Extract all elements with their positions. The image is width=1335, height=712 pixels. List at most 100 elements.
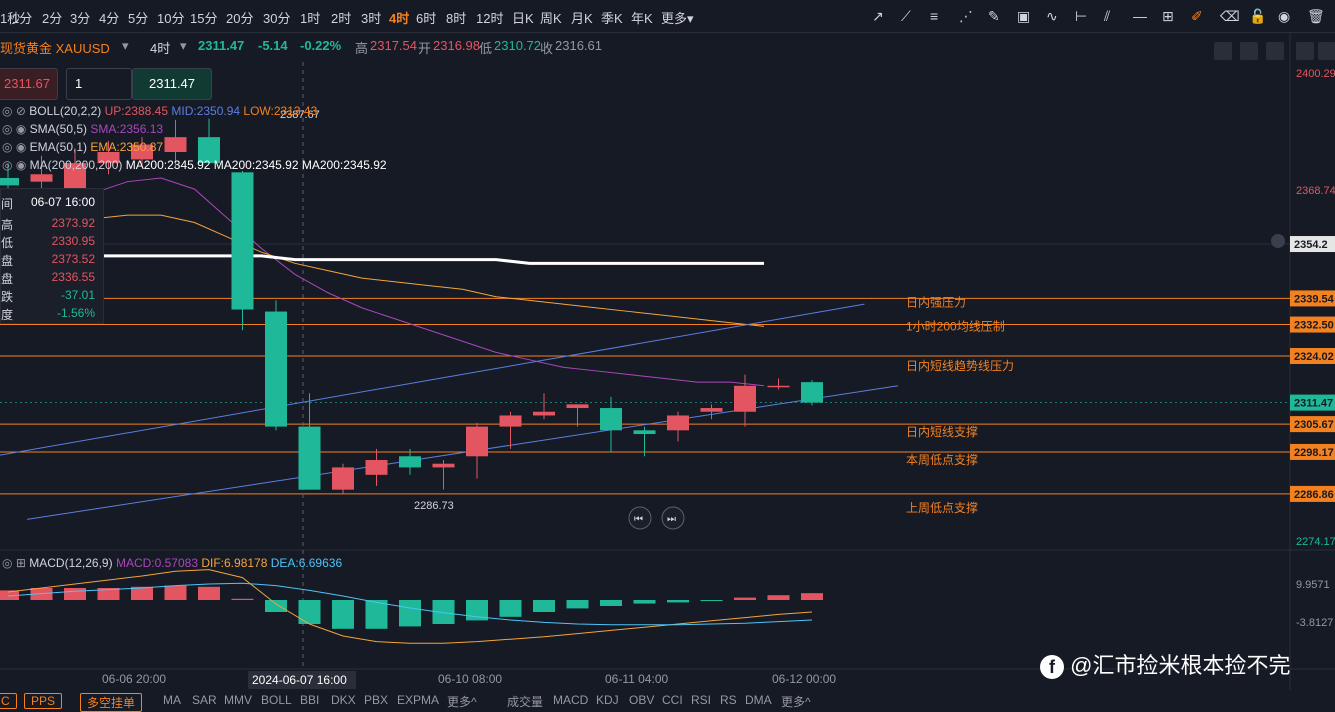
candle-body[interactable]: [432, 463, 455, 468]
candle-body[interactable]: [97, 152, 120, 164]
timeframe-2[interactable]: 2分: [42, 11, 63, 26]
timeframe-6[interactable]: 10分: [157, 11, 185, 26]
trendline-0[interactable]: [0, 303, 865, 456]
replay-forward-button[interactable]: [661, 506, 685, 530]
indicator-item-8[interactable]: 更多^: [447, 695, 477, 709]
indicator-item-16[interactable]: DMA: [745, 693, 772, 707]
sma-legend[interactable]: ◎ ◉ SMA(50,5) SMA:2356.13: [2, 122, 163, 136]
indicator-item-15[interactable]: RS: [720, 693, 737, 707]
trend-line-icon[interactable]: ↗: [872, 8, 884, 24]
drawing-icon[interactable]: [1240, 42, 1258, 60]
sell-price-button[interactable]: 2311.67: [0, 68, 58, 100]
timeframe-15[interactable]: 8时: [446, 11, 467, 26]
quantity-input[interactable]: 1: [66, 68, 132, 100]
timeframe-12[interactable]: 3时: [361, 11, 382, 26]
candle-body[interactable]: [198, 137, 220, 164]
timeframe-1[interactable]: 1分: [12, 11, 33, 26]
symbol-dropdown-icon[interactable]: ▾: [122, 38, 129, 53]
settings-icon[interactable]: [1214, 42, 1232, 60]
lock-icon[interactable]: 🔓: [1249, 8, 1267, 24]
candle-body[interactable]: [667, 415, 689, 431]
indicator-item-5[interactable]: DKX: [331, 693, 356, 707]
candle-body[interactable]: [700, 408, 723, 412]
plot-area[interactable]: [0, 62, 1290, 548]
timeframe-3[interactable]: 3分: [70, 11, 91, 26]
wave-icon[interactable]: ∿: [1046, 8, 1058, 24]
indicator-item-2[interactable]: MMV: [224, 693, 252, 707]
alert-bell-icon[interactable]: [1271, 234, 1285, 248]
eye-icon[interactable]: ◎: [2, 104, 13, 118]
hline-icon[interactable]: ⊢: [1075, 8, 1088, 24]
edit-icon[interactable]: ✐: [1191, 8, 1203, 24]
candle-body[interactable]: [734, 385, 756, 412]
settings-icon[interactable]: ◎: [2, 122, 13, 136]
timeframe-21[interactable]: 年K: [631, 11, 653, 26]
interval-select[interactable]: 4时: [150, 41, 171, 56]
timeframe-0[interactable]: 1秒: [0, 11, 21, 26]
indicator-item-3[interactable]: BOLL: [261, 693, 292, 707]
timeframe-10[interactable]: 1时: [300, 11, 321, 26]
candle-body[interactable]: [801, 382, 823, 403]
close-icon[interactable]: [1318, 42, 1335, 60]
candle-body[interactable]: [231, 172, 254, 310]
candle-body[interactable]: [0, 177, 19, 186]
timeframe-13[interactable]: 4时: [389, 11, 410, 26]
indicator-item-9[interactable]: 成交量: [507, 695, 544, 709]
bottom-tag-0[interactable]: C: [0, 693, 17, 709]
grid-icon[interactable]: ⊞: [1162, 8, 1174, 24]
trendline-1[interactable]: [26, 385, 899, 520]
indicator-item-1[interactable]: SAR: [192, 693, 217, 707]
candle-body[interactable]: [131, 144, 153, 160]
candle-body[interactable]: [767, 385, 790, 388]
indicator-item-12[interactable]: OBV: [629, 693, 655, 707]
boll-legend[interactable]: ◎ ⊘ BOLL(20,2,2) UP:2388.45 MID:2350.94 …: [2, 104, 317, 118]
segment-icon[interactable]: —: [1133, 8, 1147, 24]
candle-body[interactable]: [633, 430, 656, 435]
eye-icon[interactable]: ◉: [15, 158, 27, 172]
timeframe-22[interactable]: 更多▾: [661, 11, 694, 26]
timeframe-5[interactable]: 5分: [128, 11, 149, 26]
timeframe-17[interactable]: 日K: [512, 11, 534, 26]
settings-icon[interactable]: ◎: [2, 556, 13, 570]
timeframe-20[interactable]: 季K: [601, 11, 623, 26]
expand-icon[interactable]: [1296, 42, 1314, 60]
candle-body[interactable]: [164, 137, 187, 153]
indicator-item-14[interactable]: RSI: [691, 693, 712, 707]
interval-dropdown-icon[interactable]: ▾: [180, 38, 187, 53]
compare-icon[interactable]: [1266, 42, 1284, 60]
timeframe-11[interactable]: 2时: [331, 11, 352, 26]
ray-icon[interactable]: ⟋: [901, 8, 911, 24]
timeframe-14[interactable]: 6时: [416, 11, 437, 26]
indicator-item-10[interactable]: MACD: [553, 693, 589, 707]
candle-body[interactable]: [566, 404, 589, 409]
candle-body[interactable]: [466, 426, 488, 457]
fib-icon[interactable]: ≡: [930, 8, 939, 24]
timeframe-16[interactable]: 12时: [476, 11, 504, 26]
eye-icon[interactable]: ◉: [15, 140, 27, 154]
timeframe-4[interactable]: 4分: [99, 11, 120, 26]
pen-icon[interactable]: ✎: [988, 8, 1000, 24]
timeframe-7[interactable]: 15分: [190, 11, 218, 26]
candle-body[interactable]: [600, 408, 622, 431]
indicator-item-17[interactable]: 更多^: [781, 695, 811, 709]
replay-back-button[interactable]: [628, 506, 652, 530]
macd-legend[interactable]: ◎ ⊞ MACD(12,26,9) MACD:0.57083 DIF:6.981…: [2, 556, 342, 570]
indicator-item-0[interactable]: MA: [163, 693, 181, 707]
ema-legend[interactable]: ◎ ◉ EMA(50,1) EMA:2350.87: [2, 140, 163, 154]
candle-body[interactable]: [265, 311, 287, 427]
candle-body[interactable]: [499, 415, 522, 427]
delete-icon[interactable]: 🗑: [1307, 8, 1325, 24]
settings-icon[interactable]: ◎: [2, 140, 13, 154]
bottom-tag-1[interactable]: PPS: [24, 693, 63, 709]
candle-body[interactable]: [298, 426, 321, 490]
symbol-name[interactable]: 现货黄金 XAUUSD: [0, 41, 110, 56]
indicator-item-7[interactable]: EXPMA: [397, 693, 440, 707]
channel-icon[interactable]: ⫽: [1104, 8, 1111, 24]
eye-icon[interactable]: ◉: [15, 122, 27, 136]
candle-body[interactable]: [30, 174, 53, 182]
candle-body[interactable]: [399, 456, 421, 468]
indicator-item-13[interactable]: CCI: [662, 693, 683, 707]
candle-body[interactable]: [332, 467, 354, 490]
indicator-item-4[interactable]: BBI: [300, 693, 320, 707]
candle-body[interactable]: [533, 411, 555, 416]
